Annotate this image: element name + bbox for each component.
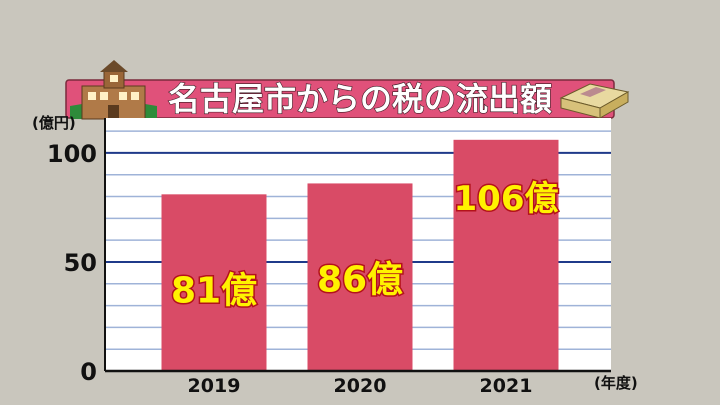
x-tick-2021: 2021 — [480, 375, 533, 397]
y-tick-100: 100 — [47, 140, 97, 168]
castle-building-icon — [70, 60, 157, 120]
chart-title: 名古屋市からの税の流出額 — [168, 80, 552, 118]
y-axis-ticks: 0 50 100 — [47, 140, 97, 386]
y-tick-50: 50 — [64, 249, 97, 277]
bars — [161, 139, 559, 371]
data-labels: 81億 86億 106億 — [169, 177, 560, 313]
data-label-2019: 81億 — [171, 270, 257, 311]
y-tick-0: 0 — [80, 358, 97, 386]
title-banner: 名古屋市からの税の流出額 — [65, 79, 615, 119]
bar-2021 — [453, 139, 559, 371]
data-label-2020: 86億 — [317, 259, 403, 300]
x-tick-2020: 2020 — [334, 375, 387, 397]
x-tick-2019: 2019 — [188, 375, 241, 397]
data-label-2021: 106億 — [454, 179, 559, 219]
x-axis-unit: (年度) — [594, 374, 638, 392]
bar-2020 — [307, 183, 413, 371]
x-axis-ticks: 2019 2020 2021 — [188, 375, 533, 397]
bar-2019 — [161, 194, 267, 371]
y-axis-unit: (億円) — [32, 114, 76, 132]
